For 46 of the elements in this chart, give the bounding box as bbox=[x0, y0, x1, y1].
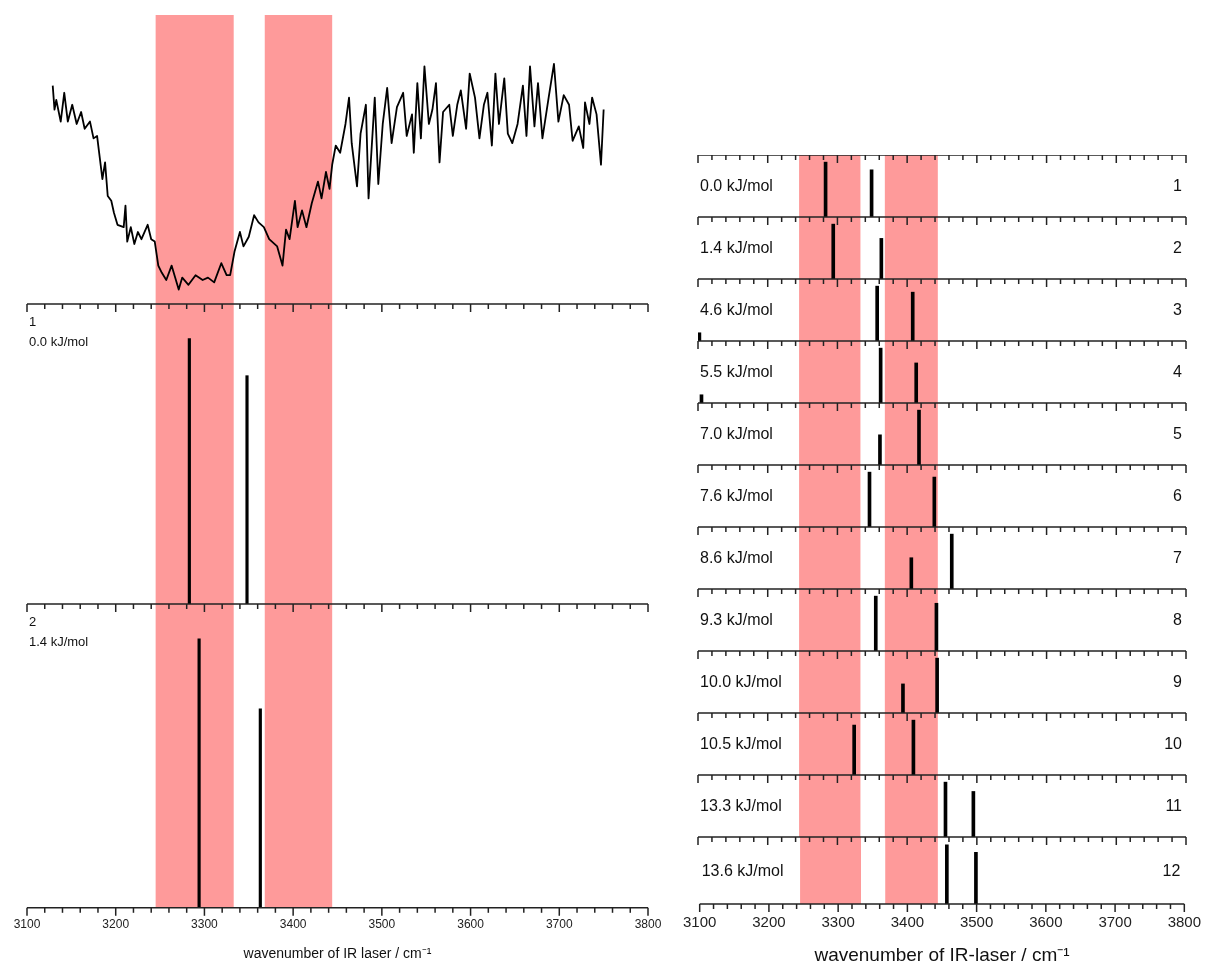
annotation: 0.0 kJ/mol bbox=[700, 177, 773, 195]
text: 2 bbox=[29, 613, 37, 629]
x-tick-label: 3400 bbox=[279, 917, 307, 932]
annotation: 1 bbox=[1173, 177, 1183, 195]
annotation: 5 bbox=[1173, 425, 1183, 443]
annotation: 8 bbox=[1173, 611, 1183, 629]
annotation: 4 bbox=[1173, 363, 1183, 381]
annotation: 6 bbox=[1173, 487, 1183, 505]
annotation: 1.4 kJ/mol bbox=[700, 239, 773, 257]
x-tick-label: 3300 bbox=[191, 917, 219, 932]
annotation: 7.0 kJ/mol bbox=[700, 425, 773, 443]
annotation: 12 bbox=[1162, 861, 1181, 879]
x-tick-label: 3500 bbox=[959, 913, 994, 931]
annotation: 3 bbox=[1173, 301, 1183, 319]
x-tick-label: 3300 bbox=[821, 913, 855, 931]
annotation: 1.4 kJ/mol bbox=[29, 633, 89, 649]
annotation: 7 bbox=[1173, 549, 1183, 567]
x-tick-label: 3700 bbox=[545, 917, 573, 932]
x-tick-label: 3200 bbox=[102, 917, 130, 932]
x-tick-label: 3800 bbox=[634, 917, 662, 932]
annotation: 8.6 kJ/mol bbox=[700, 549, 773, 567]
x-tick-label: 3100 bbox=[13, 917, 41, 932]
annotation: 5.5 kJ/mol bbox=[700, 363, 773, 381]
annotation: 7.6 kJ/mol bbox=[700, 487, 773, 505]
x-tick-label: 3400 bbox=[890, 913, 925, 931]
x-tick-label: 3500 bbox=[368, 917, 396, 932]
x-axis-title: wavenumber of IR laser / cm⁻¹ bbox=[242, 945, 432, 962]
x-tick-label: 3800 bbox=[1167, 913, 1201, 931]
text: 1 bbox=[29, 313, 37, 329]
annotation: 9 bbox=[1173, 673, 1183, 691]
x-tick-label: 3600 bbox=[1029, 913, 1063, 931]
annotation: 11 bbox=[1165, 797, 1183, 815]
x-tick-label: 3100 bbox=[683, 913, 717, 931]
x-axis-title: wavenumber of IR-laser / cm⁻¹ bbox=[813, 943, 1070, 965]
annotation: 2 bbox=[1173, 239, 1183, 257]
x-tick-label: 3600 bbox=[457, 917, 485, 932]
x-tick-label: 3700 bbox=[1098, 913, 1132, 931]
annotation: 13.6 kJ/mol bbox=[701, 861, 784, 879]
annotation: 10.5 kJ/mol bbox=[700, 735, 782, 753]
annotation: 9.3 kJ/mol bbox=[700, 611, 773, 629]
annotation: 10.0 kJ/mol bbox=[700, 673, 782, 691]
annotation: 13.3 kJ/mol bbox=[700, 797, 782, 815]
annotation: 4.6 kJ/mol bbox=[700, 301, 773, 319]
annotation: 10 bbox=[1164, 735, 1183, 753]
annotation: 0.0 kJ/mol bbox=[29, 333, 89, 349]
x-tick-label: 3200 bbox=[752, 913, 786, 931]
